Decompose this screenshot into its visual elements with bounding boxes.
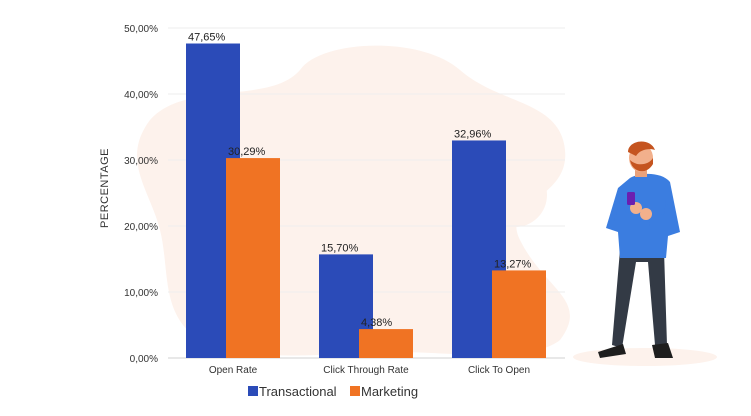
- y-tick-label: 20,00%: [124, 222, 158, 233]
- legend-swatch-marketing: [350, 386, 360, 396]
- person-with-phone-icon: [573, 141, 717, 366]
- bar-marketing-open-rate: [226, 158, 280, 358]
- y-tick-label: 10,00%: [124, 288, 158, 299]
- bar-marketing-click-through-rate: [359, 329, 413, 358]
- legend-swatch-transactional: [248, 386, 258, 396]
- legend-label-marketing: Marketing: [361, 384, 418, 399]
- data-label: 30,29%: [228, 146, 266, 158]
- data-label: 32,96%: [454, 128, 492, 140]
- legend-label-transactional: Transactional: [259, 384, 337, 399]
- y-tick-label: 30,00%: [124, 156, 158, 167]
- y-tick-label: 40,00%: [124, 90, 158, 101]
- data-label: 4,38%: [361, 317, 392, 329]
- x-tick-label: Click To Open: [468, 365, 530, 376]
- x-tick-label: Open Rate: [209, 365, 258, 376]
- labels-layer: 0,00% 10,00% 20,00% 30,00% 40,00% 50,00% 47,65…: [124, 24, 531, 376]
- bar-marketing-click-to-open: [492, 270, 546, 358]
- legend: Transactional Marketing: [248, 384, 418, 399]
- data-label: 47,65%: [188, 32, 226, 44]
- y-tick-label: 50,00%: [124, 24, 158, 35]
- y-axis-title: PERCENTAGE: [99, 148, 111, 228]
- data-label: 15,70%: [321, 242, 359, 254]
- bars-layer: [186, 43, 546, 358]
- data-label: 13,27%: [494, 258, 532, 270]
- y-tick-label: 0,00%: [130, 354, 158, 365]
- x-tick-label: Click Through Rate: [323, 365, 409, 376]
